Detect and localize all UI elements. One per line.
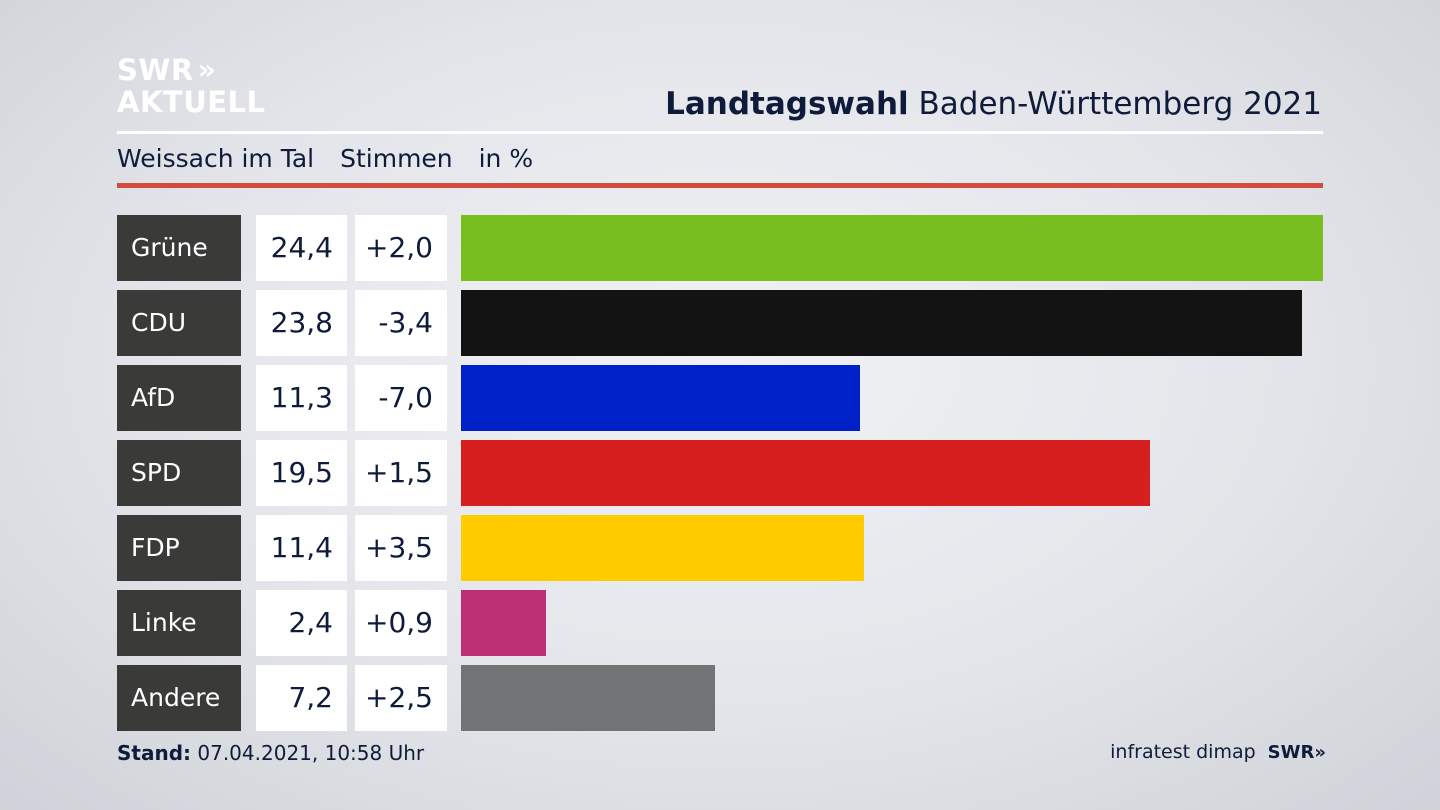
page-title-rest: Baden-Württemberg 2021 [918, 86, 1322, 122]
chart-row: SPD 19,5 +1,5 [0, 440, 1440, 506]
vote-share-bar [461, 665, 715, 731]
page-title-bold: Landtagswahl [665, 86, 909, 122]
logo-text-aktuell: AKTUELL [117, 85, 266, 119]
party-label: Grüne [117, 215, 241, 281]
party-label: Linke [117, 590, 241, 656]
location-label: Weissach im Tal [117, 144, 315, 173]
chart-row: Grüne 24,4 +2,0 [0, 215, 1440, 281]
source-label: infratest dimap [1110, 741, 1256, 763]
page-title: Landtagswahl Baden-Württemberg 2021 [665, 86, 1322, 122]
logo-chevrons-icon: » [197, 53, 216, 86]
chart-row: CDU 23,8 -3,4 [0, 290, 1440, 356]
vote-change-value: +2,5 [355, 665, 447, 731]
chart-row: FDP 11,4 +3,5 [0, 515, 1440, 581]
vote-share-value: 11,3 [256, 365, 347, 431]
subheader: Weissach im Tal Stimmen in % [117, 144, 551, 173]
vote-share-bar [461, 440, 1150, 506]
timestamp-label: Stand: [117, 741, 192, 765]
swr-mini-logo: SWR» [1267, 741, 1326, 763]
party-label: CDU [117, 290, 241, 356]
vote-change-value: -7,0 [355, 365, 447, 431]
party-label: FDP [117, 515, 241, 581]
logo-text-swr: SWR [117, 52, 194, 87]
timestamp: Stand: 07.04.2021, 10:58 Uhr [117, 741, 424, 765]
party-label: SPD [117, 440, 241, 506]
vote-share-bar [461, 515, 864, 581]
header-divider [117, 131, 1323, 134]
chart-row: AfD 11,3 -7,0 [0, 365, 1440, 431]
logo-line-swr: SWR » [117, 54, 266, 86]
votes-label: Stimmen [340, 144, 453, 173]
unit-label: in % [478, 144, 534, 173]
vote-share-bar [461, 215, 1323, 281]
vote-share-value: 19,5 [256, 440, 347, 506]
vote-change-value: -3,4 [355, 290, 447, 356]
chart-row: Andere 7,2 +2,5 [0, 665, 1440, 731]
source-credit: infratest dimap SWR» [1110, 741, 1326, 763]
timestamp-value: 07.04.2021, 10:58 Uhr [197, 741, 425, 765]
vote-share-bar [461, 290, 1302, 356]
vote-change-value: +3,5 [355, 515, 447, 581]
party-label: AfD [117, 365, 241, 431]
vote-change-value: +1,5 [355, 440, 447, 506]
chart-row: Linke 2,4 +0,9 [0, 590, 1440, 656]
vote-share-value: 11,4 [256, 515, 347, 581]
party-label: Andere [117, 665, 241, 731]
vote-change-value: +2,0 [355, 215, 447, 281]
vote-share-bar [461, 365, 860, 431]
vote-share-value: 2,4 [256, 590, 347, 656]
mini-logo-chevrons-icon: » [1314, 741, 1325, 763]
vote-share-value: 7,2 [256, 665, 347, 731]
vote-share-value: 24,4 [256, 215, 347, 281]
vote-share-bar [461, 590, 546, 656]
mini-logo-text: SWR [1267, 741, 1315, 763]
vote-share-value: 23,8 [256, 290, 347, 356]
swr-aktuell-logo: SWR » AKTUELL [117, 54, 266, 117]
accent-divider [117, 183, 1323, 188]
vote-change-value: +0,9 [355, 590, 447, 656]
